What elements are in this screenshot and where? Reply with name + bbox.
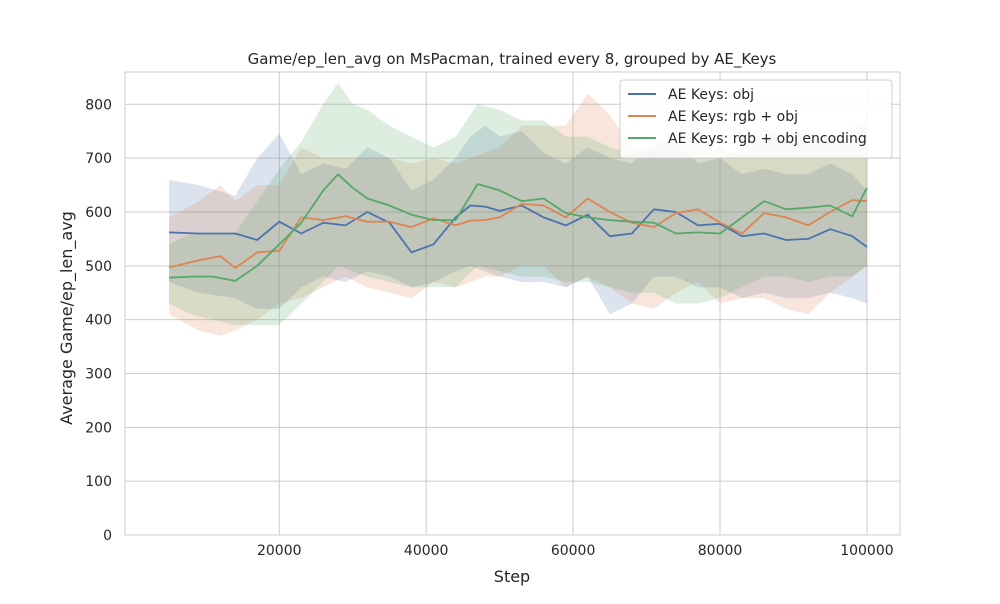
y-tick-label: 0 [103,528,112,544]
confidence-band-1 [169,125,867,315]
legend: AE Keys: obj AE Keys: rgb + obj AE Keys: r… [619,79,893,159]
legend-label: AE Keys: rgb + obj [668,109,798,125]
x-tick-label: 60000 [551,543,596,559]
axis-ticks: 20000 40000 60000 80000 100000 0 100 200 300 400 5… [85,97,893,559]
x-tick-label: 100000 [840,543,893,559]
legend-label: AE Keys: obj [668,87,754,103]
series-lines [168,173,868,282]
y-tick-label: 500 [85,259,112,275]
x-axis-label: Step [494,567,530,586]
y-tick-label: 100 [85,474,112,490]
chart-title: Game/ep_len_avg on MsPacman, trained eve… [248,50,777,69]
series-line-3 [169,173,868,282]
grid-lines [125,72,900,536]
y-tick-label: 700 [85,151,112,167]
x-tick-label: 20000 [257,543,302,559]
y-tick-label: 400 [85,313,112,329]
confidence-band-3 [169,82,867,325]
legend-box [619,79,893,159]
legend-label: AE Keys: rgb + obj encoding [668,131,867,147]
x-tick-label: 40000 [404,543,449,559]
y-axis-label: Average Game/ep_len_avg [57,211,77,425]
y-tick-label: 800 [85,97,112,113]
y-tick-label: 600 [85,205,112,221]
y-tick-label: 300 [85,366,112,382]
y-tick-label: 200 [85,420,112,436]
series-line-1 [169,204,868,254]
x-tick-label: 80000 [698,543,743,559]
